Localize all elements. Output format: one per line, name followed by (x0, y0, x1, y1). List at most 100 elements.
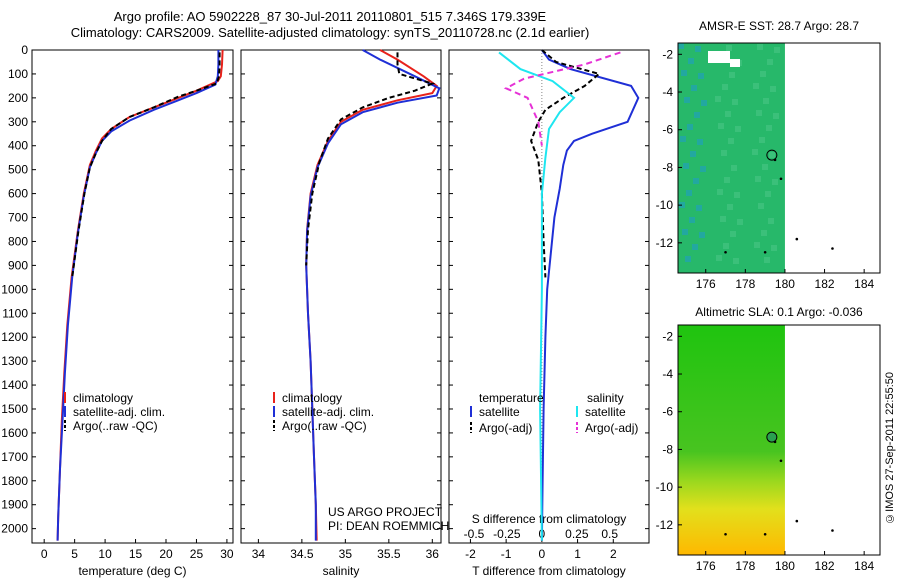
sst-cell (726, 45, 732, 51)
sst-cell (763, 98, 769, 104)
y-tick-label: 1200 (1, 330, 28, 344)
legend-label: satellite (585, 405, 626, 419)
chart-title-line-1: Argo profile: AO 5902228_87 30-Jul-2011 … (113, 9, 547, 24)
sst-cell (760, 71, 766, 77)
x-tick-label: 5 (71, 547, 78, 561)
sst-cell (701, 100, 707, 106)
sst-cell (759, 137, 765, 143)
sst-cell (724, 177, 730, 183)
island-marker (795, 519, 799, 523)
y-tick-label: 1400 (1, 378, 28, 392)
sst-cell (769, 152, 775, 158)
map-x-tick-label: 178 (735, 559, 755, 573)
sst-cell (696, 205, 702, 211)
sst-cell (722, 84, 728, 90)
panel-temperature: 0100200300400500600700800900100011001200… (1, 43, 234, 578)
y-tick-label: 100 (8, 67, 28, 81)
sst-missing-cell (708, 51, 730, 63)
sst-cell (700, 166, 706, 172)
sst-cell (765, 191, 771, 197)
series-line-satellite-adj-clim- (56, 50, 220, 541)
x-axis-label: temperature (deg C) (78, 564, 186, 578)
sst-cell (729, 72, 735, 78)
map-y-tick-label: -10 (656, 198, 674, 212)
legend-label: satellite (479, 405, 520, 419)
sst-cell (684, 97, 690, 103)
x-tick-label: -2 (465, 547, 476, 561)
legend-label: Argo(..raw -QC) (73, 419, 158, 433)
map-title: Altimetric SLA: 0.1 Argo: -0.036 (695, 305, 863, 319)
legend-header: salinity (587, 391, 624, 405)
sst-cell (699, 232, 705, 238)
x-top-tick-label: -0.25 (493, 527, 521, 541)
x-tick-label: 0 (539, 547, 546, 561)
sst-missing-cell (730, 59, 740, 67)
sst-cell (728, 138, 734, 144)
sst-cell (718, 123, 724, 129)
sst-cell (770, 86, 776, 92)
map-frame (677, 42, 881, 274)
series-line-temperature-satellite (540, 49, 640, 541)
sst-cell (773, 113, 779, 119)
map-x-tick-label: 178 (735, 277, 755, 291)
x-tick-label: 25 (190, 547, 204, 561)
legend-label: satellite-adj. clim. (282, 405, 374, 419)
sst-cell (682, 229, 688, 235)
sst-cell (694, 112, 700, 118)
x-tick-label: 1 (574, 547, 581, 561)
sst-cell (735, 126, 741, 132)
x-top-tick-label: 0.25 (565, 527, 589, 541)
legend-header: temperature (479, 391, 544, 405)
map-y-tick-label: -8 (662, 160, 673, 174)
sst-cell (691, 85, 697, 91)
legend-label: satellite-adj. clim. (73, 405, 165, 419)
map-y-tick-label: -4 (662, 367, 673, 381)
panel-differences: -2 -1 0 1 2 T difference from climatology -0.5… (448, 49, 650, 578)
sst-cell (695, 46, 701, 52)
series-line-climatology (56, 49, 224, 541)
sst-cell (767, 59, 773, 65)
sst-cell (693, 178, 699, 184)
series-line-argo-raw-qc- (305, 52, 436, 266)
x-tick-label: 15 (129, 547, 143, 561)
map-x-tick-label: 176 (696, 559, 716, 573)
map-x-tick-label: 182 (815, 559, 835, 573)
island-marker (763, 250, 767, 254)
map-y-tick-label: -2 (662, 47, 673, 61)
y-tick-label: 0 (21, 43, 28, 57)
x-tick-label: 34.5 (290, 547, 314, 561)
map-frame (677, 324, 881, 556)
argo-position-marker (766, 149, 778, 161)
x-axis-label: T difference from climatology (472, 564, 626, 578)
sst-cell (772, 179, 778, 185)
x-top-tick-label: -0.5 (464, 527, 485, 541)
sst-cell (761, 230, 767, 236)
annotation-text: US ARGO PROJECT (328, 505, 443, 519)
map-x-tick-label: 176 (696, 277, 716, 291)
series-line-argo-raw-qc- (71, 52, 221, 278)
island-marker (763, 532, 767, 536)
sst-cell (688, 58, 694, 64)
sst-cell (692, 244, 698, 250)
y-tick-label: 2000 (1, 522, 28, 536)
legend-label: Argo(..raw -QC) (282, 419, 367, 433)
map-x-tick-label: 180 (775, 559, 795, 573)
island-marker (779, 459, 783, 463)
y-tick-label: 1600 (1, 426, 28, 440)
map-y-tick-label: -2 (662, 329, 673, 343)
argo-position-marker (766, 431, 778, 443)
x-tick-label: 30 (220, 547, 234, 561)
series-line-salinity-satellite (498, 51, 576, 541)
sst-cell (764, 257, 770, 263)
map-y-tick-label: -12 (656, 236, 674, 250)
legend-label: Argo(-adj) (585, 421, 638, 435)
sst-cell (721, 150, 727, 156)
y-tick-label: 1300 (1, 354, 28, 368)
sst-cell (737, 219, 743, 225)
sst-cell (754, 242, 760, 248)
chart-title-line-2: Climatology: CARS2009. Satellite-adjuste… (70, 25, 590, 40)
map-title: AMSR-E SST: 28.7 Argo: 28.7 (699, 19, 859, 33)
map-y-tick-label: -12 (656, 518, 674, 532)
island-marker (795, 237, 799, 241)
